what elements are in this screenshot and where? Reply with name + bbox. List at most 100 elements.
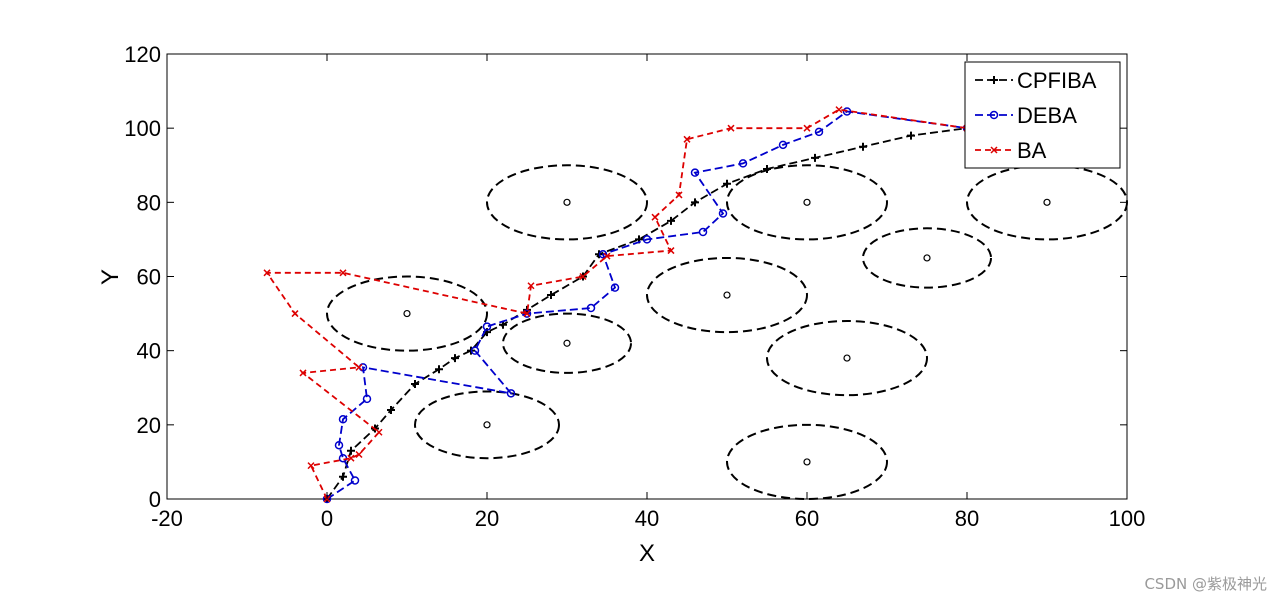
obstacle-4 [502,312,632,374]
obstacle-7 [726,423,888,500]
legend-item-ba: BA [975,138,1047,163]
x-tick-label: 40 [635,506,659,531]
y-tick-label: 40 [137,339,161,364]
obstacle-center-7 [803,458,811,466]
data-point-ba [523,310,531,318]
x-tick-label: 0 [321,506,333,531]
data-point-cpfiba [347,446,355,455]
data-point-cpfiba [411,380,419,389]
data-point-ba [263,269,271,277]
data-point-ba [307,462,315,470]
data-point-deba [698,227,708,237]
data-point-ba [603,252,611,260]
data-point-deba [338,415,348,424]
data-point-deba [362,394,372,404]
obstacle-center-1 [403,309,411,318]
obstacle-2 [414,390,560,460]
legend-marker-cpfiba [990,76,998,84]
legend-label-ba: BA [1017,138,1047,163]
y-axis-ticks: 0 20 40 60 80 100 120 [124,42,1127,512]
data-point-deba [598,250,608,259]
data-point-cpfiba [667,216,675,225]
data-point-cpfiba [907,131,915,140]
data-point-deba [690,168,700,177]
series-line-ba [265,108,968,500]
x-tick-label: -20 [151,506,183,531]
legend-label-deba: DEBA [1017,103,1077,128]
data-point-ba [291,310,299,318]
data-point-ba [675,191,683,199]
data-point-deba [350,476,360,485]
data-point-ba [803,124,811,132]
x-tick-label: 80 [955,506,979,531]
data-point-cpfiba [339,472,347,481]
legend-marker-ba [990,146,998,154]
y-tick-label: 0 [149,487,161,512]
data-point-ba [347,454,355,462]
data-point-deba [718,209,728,218]
data-point-ba [667,247,675,255]
data-point-ba [355,450,363,459]
series-ba [263,106,971,503]
data-point-deba [642,235,652,244]
x-axis-label: X [639,540,655,567]
obstacle-center-2 [483,421,491,429]
y-tick-label: 100 [124,116,161,141]
y-axis-label: Y [97,269,124,285]
obstacle-center-10 [1043,198,1051,206]
data-point-ba [375,428,383,436]
y-tick-label: 20 [137,413,161,438]
data-point-cpfiba [547,291,555,300]
data-point-deba [506,389,516,398]
data-point-deba [610,283,620,292]
obstacle-center-9 [923,254,931,262]
series-line-deba [326,110,968,500]
obstacle-5 [646,256,808,334]
legend-item-deba: DEBA [975,103,1077,128]
data-point-cpfiba [387,406,395,414]
y-tick-label: 60 [137,265,161,290]
legend: CPFIBA DEBA BA [964,61,1121,169]
data-point-deba [814,127,824,137]
obstacle-center-4 [563,339,571,347]
obstacle-center-8 [843,354,851,362]
data-point-deba [334,440,344,450]
x-axis-ticks: -20 0 20 40 60 80 100 [151,54,1145,531]
legend-label-cpfiba: CPFIBA [1017,68,1097,93]
data-point-ba [299,369,307,377]
y-tick-label: 120 [124,42,161,67]
obstacle-6 [726,164,888,241]
y-tick-label: 80 [137,190,161,215]
data-point-ba [339,269,347,277]
data-point-deba [738,159,748,168]
data-point-ba [651,213,659,221]
data-point-cpfiba [723,179,731,188]
obstacle-8 [766,320,928,397]
series-deba [322,107,972,504]
data-point-deba [482,322,492,331]
data-point-cpfiba [811,153,819,162]
data-point-ba [835,106,843,114]
watermark: CSDN @紫极神光 [1144,575,1267,593]
data-point-deba [778,140,788,150]
data-point-ba [527,282,535,290]
data-point-cpfiba [691,198,699,207]
data-point-ba [355,363,363,371]
data-point-cpfiba [763,164,771,173]
obstacle-center-3 [563,198,571,206]
x-tick-label: 100 [1109,506,1146,531]
data-point-cpfiba [451,354,459,363]
data-point-deba [586,303,596,313]
data-point-deba [842,107,852,116]
obstacle-center-6 [803,198,811,206]
legend-item-cpfiba: CPFIBA [975,68,1097,93]
x-tick-label: 60 [795,506,819,531]
x-tick-label: 20 [475,506,499,531]
data-point-ba [727,124,735,132]
data-point-cpfiba [435,365,443,374]
obstacle-9 [862,227,992,289]
obstacle-3 [486,164,648,241]
obstacle-1 [326,275,488,352]
obstacle-center-5 [723,291,731,299]
data-point-cpfiba [859,142,867,151]
